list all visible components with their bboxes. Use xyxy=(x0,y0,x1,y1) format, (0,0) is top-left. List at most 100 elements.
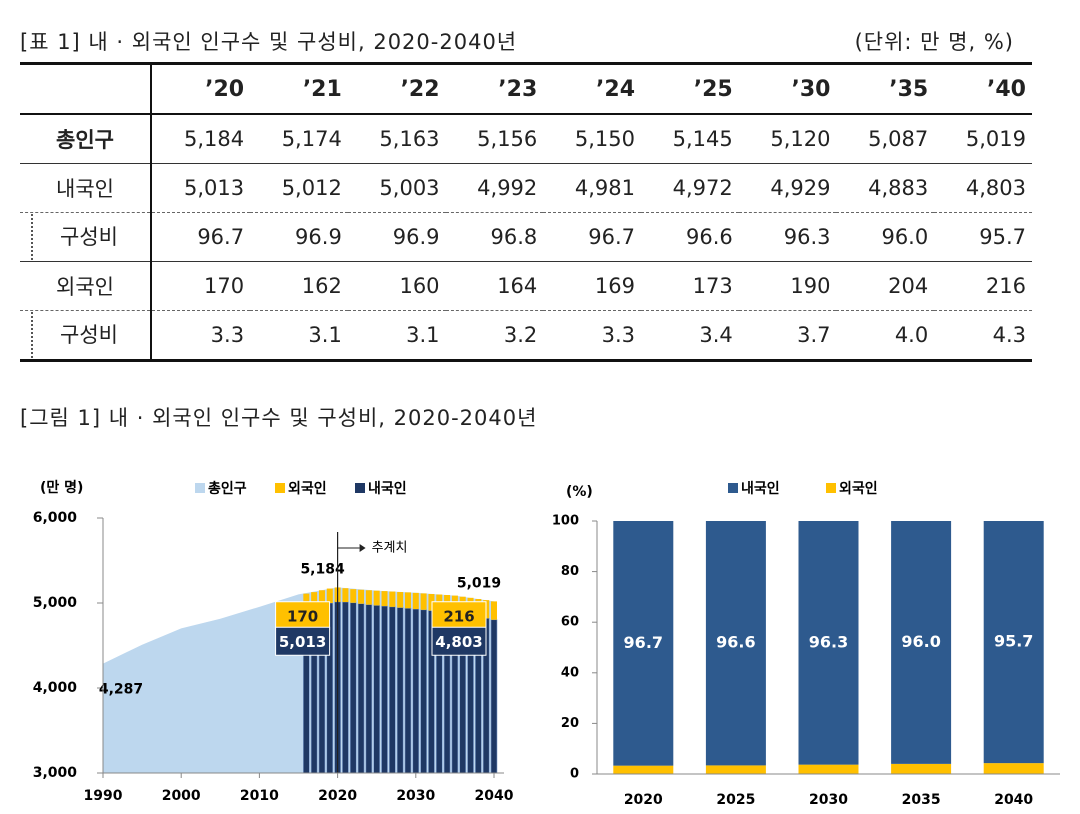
ratio-chart: (%)020406080100내국인외국인20203.396.720253.49… xyxy=(552,480,1060,808)
value-label: 216 xyxy=(443,607,474,625)
label-box xyxy=(275,601,331,631)
bar xyxy=(983,763,1044,774)
cell: 3.3 xyxy=(543,310,642,362)
legend-swatch xyxy=(826,483,836,493)
cell: 96.7 xyxy=(543,212,642,262)
legend-swatch xyxy=(728,483,738,493)
bar xyxy=(357,603,365,774)
row-label-text: 구성비 xyxy=(31,214,133,260)
label-box xyxy=(431,626,487,656)
legend-label: 외국인 xyxy=(288,480,327,497)
bar xyxy=(798,521,859,765)
value-label: 4,803 xyxy=(435,633,482,651)
cell: 5,156 xyxy=(445,114,544,164)
cell: 173 xyxy=(641,261,739,311)
value-label: 96.7 xyxy=(624,633,663,652)
bar xyxy=(404,592,411,609)
x-tick-label: 2020 xyxy=(624,792,663,808)
bar xyxy=(705,765,766,774)
cell: 3.3 xyxy=(151,310,251,362)
cell: 4,981 xyxy=(543,163,642,213)
x-tick-label: 2030 xyxy=(396,788,435,804)
bar xyxy=(389,591,396,607)
cell: 4,929 xyxy=(738,163,837,213)
bar xyxy=(397,592,404,608)
column-header: ’40 xyxy=(934,62,1032,115)
x-tick-label: 2020 xyxy=(318,788,357,804)
y-tick-label: 100 xyxy=(552,514,579,529)
value-label: 5,019 xyxy=(457,575,501,591)
bar xyxy=(420,593,427,610)
row-label: 구성비 xyxy=(20,310,152,362)
cell: 5,120 xyxy=(738,114,837,164)
data-table: ’20’21’22’23’24’25’30’35’40 총인구 5,184 5,174… xyxy=(20,62,1032,362)
table-row: 구성비 96.7 96.9 96.9 96.8 96.7 96.6 96.3 96.0 95.7 xyxy=(20,212,1032,262)
cell: 4,972 xyxy=(641,163,739,213)
y-tick-label: 5,000 xyxy=(33,595,78,611)
y-tick-label: 3,000 xyxy=(33,765,78,781)
corner-cell xyxy=(20,62,152,115)
bar xyxy=(365,590,372,605)
cell: 5,012 xyxy=(250,163,348,213)
y-axis-label: (만 명) xyxy=(40,479,83,496)
bar xyxy=(491,601,497,620)
table-unit: (단위: 만 명, %) xyxy=(854,30,1014,54)
cell: 5,184 xyxy=(151,114,251,164)
row-label: 외국인 xyxy=(20,261,152,311)
label-box xyxy=(275,626,331,656)
x-tick-label: 2040 xyxy=(994,792,1033,808)
population-chart: (만 명) 3,000 4,000 5,000 6,000 1990 2000 2010 202… xyxy=(33,479,514,804)
bar xyxy=(396,607,404,774)
bar xyxy=(891,521,952,764)
table-row: 총인구 5,184 5,174 5,163 5,156 5,150 5,145 5,120 5,… xyxy=(20,114,1032,164)
table-row: 구성비 3.3 3.1 3.1 3.2 3.3 3.4 3.7 4.0 4.3 xyxy=(20,310,1032,362)
column-header: ’23 xyxy=(445,62,544,115)
bar xyxy=(705,521,766,766)
cell: 169 xyxy=(543,261,642,311)
column-header: ’35 xyxy=(836,62,935,115)
bar xyxy=(412,608,420,774)
bar xyxy=(342,588,349,602)
value-label: 96.0 xyxy=(901,632,940,651)
cell: 4,992 xyxy=(445,163,544,213)
y-tick-label: 6,000 xyxy=(33,510,78,526)
cell: 96.6 xyxy=(641,212,739,262)
table-row: 내국인 5,013 5,012 5,003 4,992 4,981 4,972 4,929 4,… xyxy=(20,163,1032,213)
x-tick-label: 2030 xyxy=(809,792,848,808)
bar xyxy=(373,590,380,606)
cell: 4.3 xyxy=(934,310,1032,362)
x-tick-label: 2025 xyxy=(716,792,755,808)
y-tick-label: 4,000 xyxy=(33,680,78,696)
cell: 164 xyxy=(445,261,544,311)
legend-swatch xyxy=(195,483,205,493)
bar xyxy=(613,521,674,766)
cell: 96.8 xyxy=(445,212,544,262)
cell: 5,013 xyxy=(151,163,251,213)
x-tick-label: 1990 xyxy=(84,788,123,804)
x-tick-label: 2010 xyxy=(240,788,279,804)
cell: 170 xyxy=(151,261,251,311)
bar xyxy=(358,589,365,604)
bar xyxy=(381,605,388,774)
legend-label: 내국인 xyxy=(368,480,407,497)
cell: 3.2 xyxy=(445,310,544,362)
arrow-head xyxy=(359,544,366,552)
cell: 5,174 xyxy=(250,114,348,164)
bar xyxy=(404,607,412,774)
cell: 3.1 xyxy=(250,310,348,362)
cell: 96.0 xyxy=(836,212,935,262)
x-tick-label: 2040 xyxy=(475,788,514,804)
bar xyxy=(381,591,388,607)
legend-swatch xyxy=(275,483,285,493)
bar xyxy=(350,589,357,603)
legend-label: 내국인 xyxy=(741,480,780,497)
column-header: ’24 xyxy=(543,62,642,115)
y-tick-label: 80 xyxy=(561,564,579,579)
x-tick-label: 2000 xyxy=(162,788,201,804)
bar xyxy=(420,609,427,774)
figure-caption: [그림 1] 내 · 외국인 인구수 및 구성비, 2020-2040년 xyxy=(20,406,538,430)
table-caption: [표 1] 내 · 외국인 인구수 및 구성비, 2020-2040년 xyxy=(20,30,518,54)
row-label-text: 구성비 xyxy=(31,312,133,358)
bar xyxy=(412,592,419,610)
